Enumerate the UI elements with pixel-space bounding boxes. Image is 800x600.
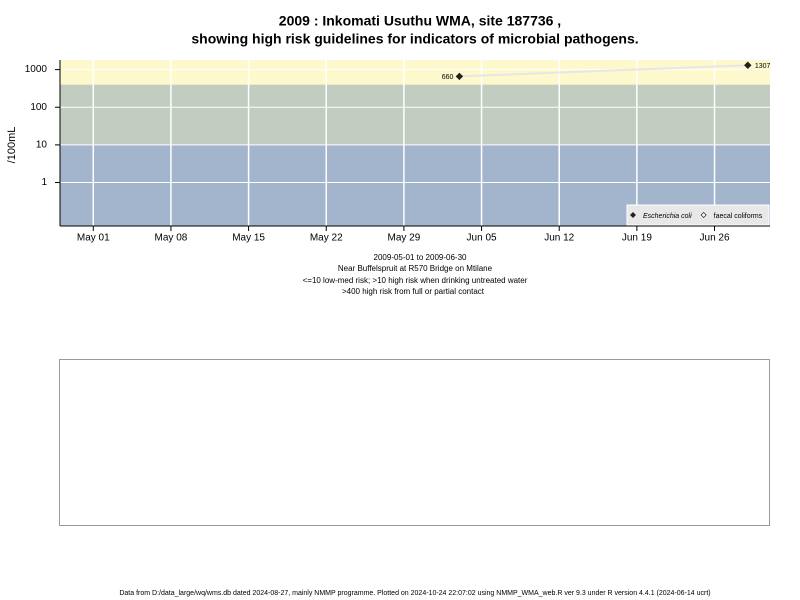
- legend-box: [626, 204, 770, 226]
- x-tick-label: May 08: [155, 233, 188, 244]
- x-tick-label: May 15: [232, 233, 265, 244]
- x-tick-label: Jun 26: [700, 233, 730, 244]
- x-tick-label: Jun 12: [544, 233, 574, 244]
- x-tick-label: Jun 19: [622, 233, 652, 244]
- note: >400 high risk from full or partial cont…: [342, 287, 485, 296]
- y-tick-label: 100: [30, 102, 47, 113]
- risk-band: [60, 84, 770, 145]
- y-tick-label: 10: [36, 140, 48, 151]
- data-label: 1307: [755, 63, 771, 70]
- x-tick-label: May 29: [388, 233, 421, 244]
- data-point: [744, 61, 752, 69]
- empty-panel: [59, 359, 770, 526]
- chart-title: showing high risk guidelines for indicat…: [191, 31, 638, 47]
- note: Near Buffelspruit at R570 Bridge on Mtil…: [338, 264, 493, 273]
- y-tick-label: 1: [41, 177, 47, 188]
- series-line: [459, 64, 748, 78]
- note: <=10 low-med risk; >10 high risk when dr…: [303, 276, 528, 285]
- footer: Data from D:/data_large/wq/wms.db dated …: [119, 590, 710, 597]
- y-axis-label: /100mL: [6, 127, 18, 164]
- legend-label: faecal coliforms: [714, 213, 763, 220]
- legend-marker: [630, 212, 636, 218]
- data-point: [455, 72, 464, 81]
- x-tick-label: Jun 05: [467, 233, 497, 244]
- legend-label: Escherichia coli: [643, 213, 692, 220]
- y-tick-label: 1000: [25, 64, 48, 75]
- chart-title: 2009 : Inkomati Usuthu WMA, site 187736 …: [279, 13, 561, 29]
- data-label: 660: [442, 74, 454, 81]
- x-tick-label: May 01: [77, 233, 110, 244]
- x-tick-label: May 22: [310, 233, 343, 244]
- risk-band: [60, 60, 770, 85]
- legend-marker: [700, 212, 707, 218]
- note: 2009-05-01 to 2009-06-30: [374, 253, 468, 262]
